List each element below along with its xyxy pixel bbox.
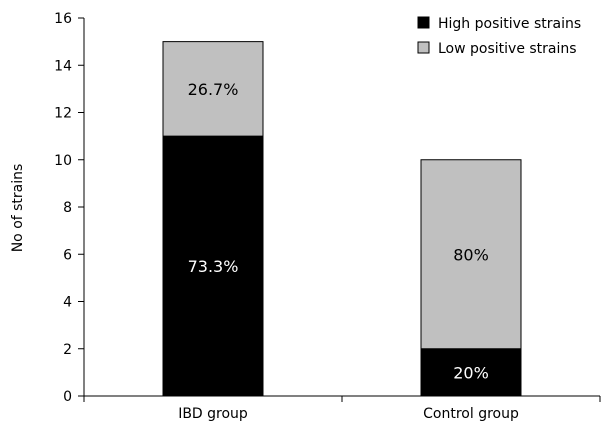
y-tick-label: 0 [63,389,72,405]
x-tick-label: Control group [423,406,519,422]
y-tick-label: 6 [63,247,72,263]
y-tick-label: 14 [54,58,72,74]
bar-segment [420,159,522,350]
x-tick-label: IBD group [178,406,248,422]
legend-swatch [417,16,430,29]
axes: 0 2 4 6 8 10 12 14 16 IBD group Control group [54,11,601,422]
data-label: 26.7% [188,80,239,99]
y-tick-label: 16 [54,11,72,27]
legend: High positive strains Low positive strain… [417,16,581,57]
bar-segment [162,135,264,397]
bar-segment [420,348,522,397]
data-label: 80% [453,245,489,264]
y-tick-label: 8 [63,200,72,216]
y-tick-label: 12 [54,106,72,122]
legend-label: Low positive strains [438,41,577,57]
bar-segment [162,41,264,137]
data-labels: 73.3% 26.7% 20% 80% [188,80,489,383]
legend-label: High positive strains [438,16,581,32]
y-axis-title: No of strains [10,164,26,253]
y-tick-label: 10 [54,153,72,169]
legend-swatch [417,41,430,54]
data-label: 73.3% [188,257,239,276]
bars [162,41,522,397]
y-tick-label: 4 [63,295,72,311]
data-label: 20% [453,363,489,382]
y-tick-label: 2 [63,342,72,358]
